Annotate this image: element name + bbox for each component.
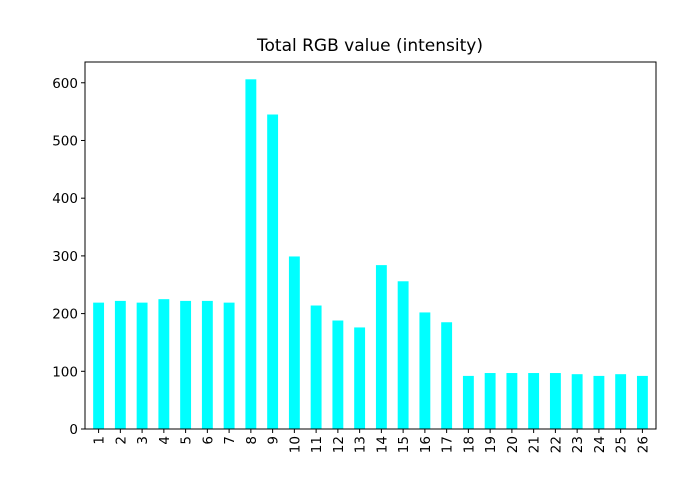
bar-17 xyxy=(441,322,453,429)
x-tick-label-11: 11 xyxy=(309,436,325,453)
bar-3 xyxy=(136,302,148,429)
bar-26 xyxy=(636,375,648,429)
bar-25 xyxy=(615,374,627,429)
x-tick-label-18: 18 xyxy=(461,436,477,453)
x-tick-label-21: 21 xyxy=(527,436,543,453)
bar-20 xyxy=(506,373,518,429)
y-tick-label-300: 300 xyxy=(52,249,78,265)
bar-10 xyxy=(288,256,300,429)
x-tick-label-9: 9 xyxy=(266,436,282,445)
x-tick-label-6: 6 xyxy=(200,436,216,445)
x-tick-label-26: 26 xyxy=(635,436,651,453)
x-tick-label-19: 19 xyxy=(483,436,499,453)
bar-19 xyxy=(484,373,496,429)
y-tick-label-100: 100 xyxy=(52,364,78,380)
x-tick-label-22: 22 xyxy=(548,436,564,453)
x-tick-label-2: 2 xyxy=(113,436,129,445)
bar-23 xyxy=(571,374,583,429)
y-tick-label-200: 200 xyxy=(52,307,78,323)
bar-7 xyxy=(223,302,235,429)
plot-frame xyxy=(84,61,657,430)
x-tick-label-24: 24 xyxy=(592,436,608,453)
x-tick-label-3: 3 xyxy=(135,436,151,445)
x-tick-label-1: 1 xyxy=(92,436,108,445)
x-tick-label-20: 20 xyxy=(505,436,521,453)
x-axis: 1 2 3 4 5 6 7 8 9 10 11 12 13 14 15 16 17 18 19 20 21 22 23 24 2… xyxy=(92,429,651,453)
bar-16 xyxy=(419,312,431,429)
x-tick-label-12: 12 xyxy=(331,436,347,453)
bar-15 xyxy=(397,281,409,429)
bar-4 xyxy=(158,299,170,429)
x-tick-label-13: 13 xyxy=(353,436,369,453)
bar-9 xyxy=(267,114,279,429)
y-tick-label-500: 500 xyxy=(52,133,78,149)
x-tick-label-14: 14 xyxy=(374,436,390,453)
y-tick-label-600: 600 xyxy=(52,76,78,92)
bar-21 xyxy=(528,373,540,429)
x-tick-label-10: 10 xyxy=(287,436,303,453)
bar-8 xyxy=(245,79,257,429)
x-tick-label-16: 16 xyxy=(418,436,434,453)
bar-14 xyxy=(375,265,387,429)
y-tick-label-0: 0 xyxy=(69,422,78,438)
x-tick-label-4: 4 xyxy=(157,436,173,445)
bar-1 xyxy=(93,302,105,429)
x-tick-label-23: 23 xyxy=(570,436,586,453)
x-tick-label-5: 5 xyxy=(179,436,195,445)
bar-24 xyxy=(593,375,605,429)
x-tick-label-8: 8 xyxy=(244,436,260,445)
y-axis: 0 100 200 300 400 500 600 xyxy=(52,76,85,438)
bar-6 xyxy=(201,300,213,429)
bar-13 xyxy=(354,327,366,429)
x-tick-label-25: 25 xyxy=(614,436,630,453)
y-tick-label-400: 400 xyxy=(52,191,78,207)
bar-2 xyxy=(114,300,126,429)
x-tick-label-7: 7 xyxy=(222,436,238,445)
bars-group xyxy=(93,79,648,429)
bar-11 xyxy=(310,305,322,429)
bar-12 xyxy=(332,320,344,429)
x-tick-label-17: 17 xyxy=(440,436,456,453)
bar-18 xyxy=(462,375,474,429)
bar-22 xyxy=(549,373,561,429)
x-tick-label-15: 15 xyxy=(396,436,412,453)
bar-5 xyxy=(180,300,192,429)
chart-title: Total RGB value (intensity) xyxy=(256,36,483,56)
